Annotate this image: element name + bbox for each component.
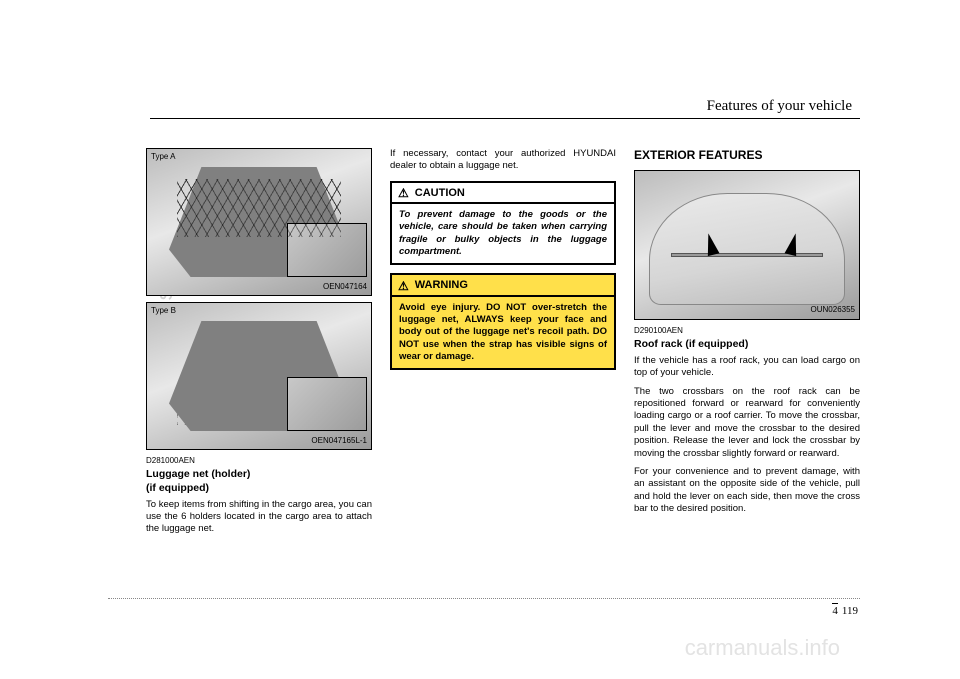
caution-heading: ⚠ CAUTION: [392, 183, 614, 204]
crossbar-shape: [671, 253, 823, 257]
warning-box: ⚠ WARNING Avoid eye injury. DO NOT over-…: [390, 273, 616, 370]
alert-icon: ⚠: [398, 187, 409, 199]
footer-dotted-rule: [108, 598, 860, 599]
figure-inset: [287, 377, 367, 431]
column-1: Type A OEN047164 Type B OEN047165L-1 D28…: [146, 148, 372, 536]
body-text: If necessary, contact your authorized HY…: [390, 148, 616, 173]
body-text: For your convenience and to prevent dama…: [634, 466, 860, 515]
warning-title: WARNING: [415, 278, 468, 292]
warning-heading: ⚠ WARNING: [392, 275, 614, 296]
topic-code: D290100AEN: [634, 326, 860, 336]
figure-label: Type B: [151, 306, 176, 316]
page-number: 4 119: [832, 603, 858, 617]
body-text: To keep items from shifting in the cargo…: [146, 499, 372, 536]
body-text: If the vehicle has a roof rack, you can …: [634, 355, 860, 380]
page-header-title: Features of your vehicle: [707, 98, 852, 115]
caution-title: CAUTION: [415, 186, 465, 200]
content-columns: Type A OEN047164 Type B OEN047165L-1 D28…: [146, 148, 860, 536]
caution-box: ⚠ CAUTION To prevent damage to the goods…: [390, 181, 616, 266]
alert-icon: ⚠: [398, 280, 409, 292]
figure-roof-rack: OUN026355: [634, 170, 860, 320]
column-3: EXTERIOR FEATURES OUN026355 D290100AEN R…: [634, 148, 860, 536]
warning-body: Avoid eye injury. DO NOT over-stretch th…: [392, 297, 614, 369]
page-in-chapter: 119: [842, 606, 858, 617]
manual-page: procarmanuals.com carmanuals.info Featur…: [0, 0, 960, 679]
topic-subhead: Luggage net (holder) (if equipped): [146, 468, 372, 494]
body-text: The two crossbars on the roof rack can b…: [634, 386, 860, 460]
roof-shape: [649, 193, 845, 305]
figure-code: OEN047165L-1: [311, 436, 367, 446]
figure-code: OUN026355: [811, 305, 855, 315]
figure-code: OEN047164: [323, 282, 367, 292]
figure-label: Type A: [151, 152, 175, 162]
column-2: If necessary, contact your authorized HY…: [390, 148, 616, 536]
section-heading: EXTERIOR FEATURES: [634, 148, 860, 164]
figure-luggage-net-type-a: Type A OEN047164: [146, 148, 372, 296]
figure-luggage-net-type-b: Type B OEN047165L-1: [146, 302, 372, 450]
watermark-bottom: carmanuals.info: [685, 635, 840, 661]
figure-inset: [287, 223, 367, 277]
header-rule: [150, 118, 860, 119]
chapter-number: 4: [832, 603, 838, 617]
topic-code: D281000AEN: [146, 456, 372, 466]
topic-subhead: Roof rack (if equipped): [634, 338, 860, 351]
caution-body: To prevent damage to the goods or the ve…: [392, 204, 614, 263]
